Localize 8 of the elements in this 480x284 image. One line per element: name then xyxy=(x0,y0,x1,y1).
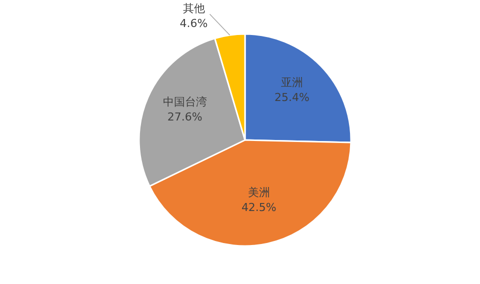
slice-label: 亚洲 xyxy=(281,76,304,90)
data-label: 4.6% xyxy=(180,17,208,30)
data-label: 25.4% xyxy=(274,91,310,104)
slice-label: 其他 xyxy=(182,2,205,16)
slice-label: 中国台湾 xyxy=(162,95,207,108)
data-label: 42.5% xyxy=(241,201,276,214)
data-label: 27.6% xyxy=(167,110,202,124)
slice-label: 美洲 xyxy=(248,186,270,200)
